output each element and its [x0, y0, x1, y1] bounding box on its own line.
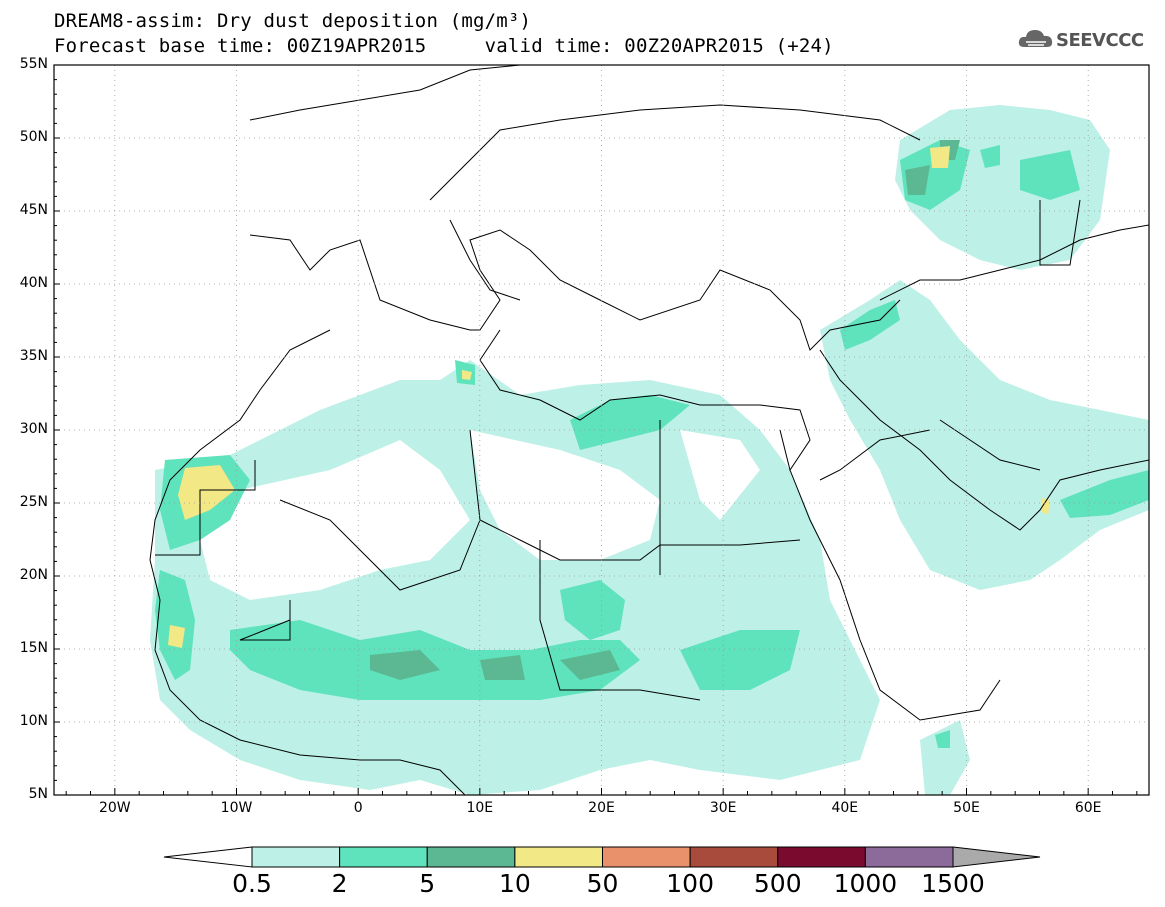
legend-label: 10: [498, 869, 531, 898]
colorbar-box: [251, 846, 341, 868]
dust-class-10: [168, 146, 1050, 648]
colorbar-box: [689, 846, 779, 868]
colorbar-box: [426, 846, 516, 868]
lat-label: 25N: [19, 494, 48, 510]
lat-label: 40N: [19, 275, 48, 291]
axis-ticks: [54, 64, 1138, 796]
dust-class-5: [370, 140, 960, 680]
map-plot-area: [54, 65, 1149, 795]
lat-label: 45N: [19, 202, 48, 218]
lat-label: 10N: [19, 713, 48, 729]
lat-label: 20N: [19, 567, 48, 583]
forecast-times: Forecast base time: 00Z19APR2015 valid t…: [54, 35, 834, 57]
colorbar-under-arrow: [163, 846, 253, 868]
lat-label: 50N: [19, 129, 48, 145]
legend-label: 100: [666, 869, 714, 898]
lat-label: 15N: [19, 640, 48, 656]
lon-label: 40E: [831, 800, 859, 816]
logo-text: SEEVCCC: [1056, 30, 1144, 51]
legend-label: 5: [419, 869, 436, 898]
lat-label: 55N: [19, 56, 48, 72]
lon-label: 0: [353, 800, 363, 816]
legend-label: 1500: [921, 869, 985, 898]
legend-label: 1000: [833, 869, 898, 898]
lon-label: 60E: [1074, 800, 1102, 816]
lon-label: 50E: [953, 800, 980, 816]
cloud-icon: [1018, 30, 1053, 47]
dust-holes: [200, 330, 760, 600]
legend-label: 50: [586, 869, 619, 898]
dust-deposition-shading: [150, 105, 1149, 795]
lon-label: 20W: [98, 800, 131, 816]
lon-label: 10E: [466, 800, 494, 816]
colorbar-box: [514, 846, 603, 868]
colorbar: [163, 846, 1041, 868]
colorbar-box: [864, 846, 954, 868]
colorbar-box: [777, 846, 866, 868]
coastlines: [149, 65, 1149, 795]
lon-label: 20E: [588, 800, 615, 816]
colorbar-box: [339, 846, 428, 868]
lat-label: 5N: [28, 786, 48, 802]
lat-label: 35N: [19, 348, 48, 364]
colorbar-over-arrow: [952, 846, 1041, 868]
lon-label: 30E: [709, 800, 737, 816]
legend-label: 0.5: [232, 869, 272, 898]
map-title: DREAM8-assim: Dry dust deposition (mg/m³…: [54, 10, 532, 32]
map-grid: [54, 65, 1149, 795]
seevccc-logo: SEEVCCC: [1018, 27, 1153, 57]
legend-label: 2: [331, 869, 348, 898]
lon-label: 10W: [220, 800, 253, 816]
lat-label: 30N: [19, 421, 48, 437]
colorbar-box: [602, 846, 691, 868]
legend-label: 500: [753, 869, 802, 898]
